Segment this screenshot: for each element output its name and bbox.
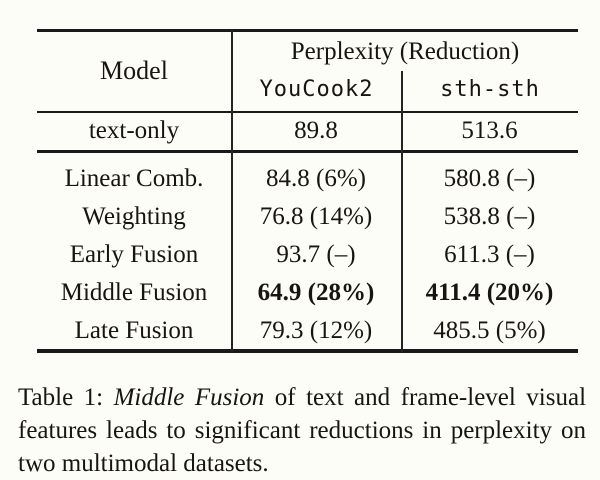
model-cell: text-only — [88, 117, 180, 144]
perplexity-group-header: Perplexity (Reduction) — [290, 38, 520, 65]
model-cell: Middle Fusion — [60, 279, 208, 306]
table-row-baseline: text-only 89.8 513.6 — [37, 112, 578, 150]
caption-text: of text and frame-level visual — [274, 384, 587, 411]
column-divider-model — [231, 29, 233, 352]
model-cell: Late Fusion — [74, 317, 194, 344]
sth-sth-value-cell: 485.5 (5%) — [433, 317, 546, 344]
caption-line-3: two multimodal datasets. — [18, 450, 269, 477]
table-row: Linear Comb. 84.8 (6%) 580.8 (–) — [37, 160, 578, 198]
dataset-header-sth-sth: sth-sth — [440, 76, 540, 102]
youcook2-value-cell: 76.8 (14%) — [259, 203, 373, 230]
model-cell: Early Fusion — [69, 241, 199, 268]
model-cell: Weighting — [82, 203, 186, 230]
table-row: Late Fusion 79.3 (12%) 485.5 (5%) — [37, 312, 578, 350]
youcook2-value-cell: 84.8 (6%) — [266, 165, 366, 192]
caption-line-2: features leads to significant reductions… — [18, 417, 586, 444]
table-caption: Table 1: Middle Fusion of text and frame… — [18, 381, 586, 480]
caption-line-1: Table 1: Middle Fusion of text and frame… — [18, 381, 586, 414]
sth-sth-value-cell: 580.8 (–) — [443, 165, 536, 192]
table-top-rule — [37, 29, 578, 32]
table-row: Weighting 76.8 (14%) 538.8 (–) — [37, 198, 578, 236]
model-column-header: Model — [100, 55, 168, 85]
youcook2-value-cell: 79.3 (12%) — [259, 317, 373, 344]
table-row: Early Fusion 93.7 (–) 611.3 (–) — [37, 236, 578, 274]
sth-sth-value-cell: 538.8 (–) — [443, 203, 536, 230]
table-row-best-result: Middle Fusion 64.9 (28%) 411.4 (20%) — [37, 274, 578, 312]
dataset-header-youcook2: YouCook2 — [259, 76, 374, 102]
table-bottom-rule — [37, 349, 578, 353]
youcook2-value-cell: 93.7 (–) — [276, 241, 356, 268]
sth-sth-value-cell: 611.3 (–) — [444, 241, 535, 268]
model-cell: Linear Comb. — [64, 165, 204, 192]
table-header-rule — [37, 111, 578, 113]
column-divider-datasets — [401, 71, 403, 352]
table-mid-rule — [37, 150, 578, 153]
table-body: Linear Comb. 84.8 (6%) 580.8 (–) Weighti… — [37, 160, 578, 350]
youcook2-value-cell: 64.9 (28%) — [257, 279, 375, 306]
sth-sth-value-cell: 411.4 (20%) — [425, 279, 554, 306]
caption-label: Table 1: — [18, 384, 104, 411]
caption-emphasis: Middle Fusion — [113, 384, 265, 411]
youcook2-value-cell: 89.8 — [294, 117, 338, 144]
sth-sth-value-cell: 513.6 — [461, 117, 518, 144]
